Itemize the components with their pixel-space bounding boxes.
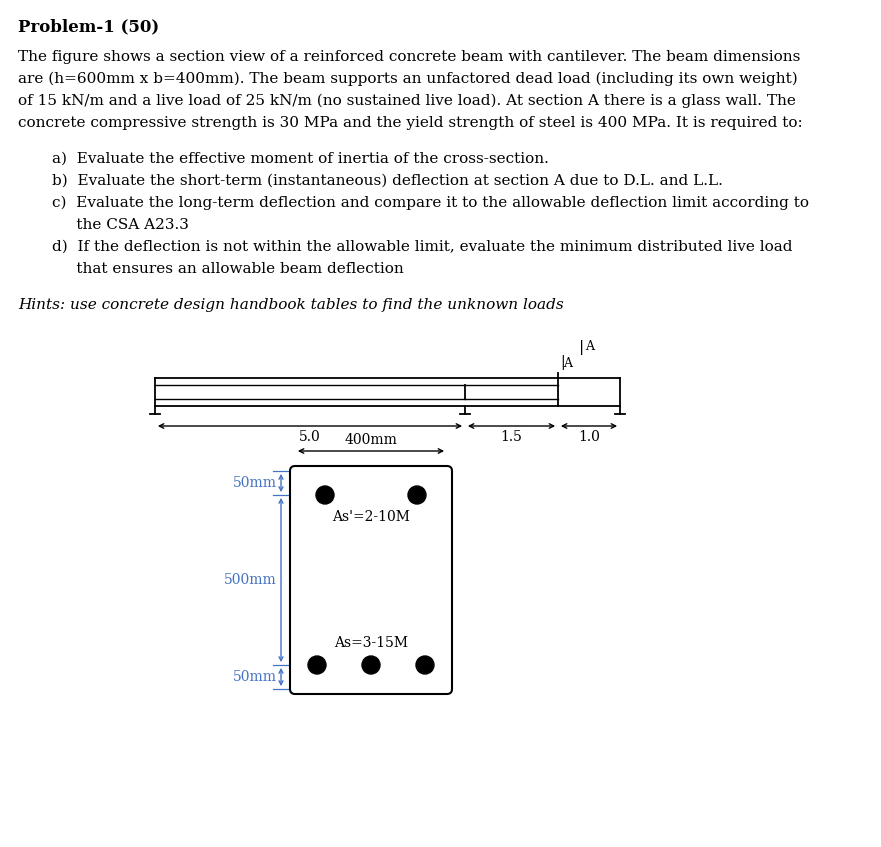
- Text: 1.0: 1.0: [578, 430, 600, 444]
- Text: 500mm: 500mm: [225, 573, 277, 587]
- Text: A: A: [563, 357, 572, 370]
- Text: the CSA A23.3: the CSA A23.3: [52, 218, 189, 232]
- Text: a)  Evaluate the effective moment of inertia of the cross-section.: a) Evaluate the effective moment of iner…: [52, 152, 549, 166]
- Text: 1.5: 1.5: [500, 430, 522, 444]
- Text: 5.0: 5.0: [300, 430, 321, 444]
- Circle shape: [416, 656, 434, 674]
- Text: that ensures an allowable beam deflection: that ensures an allowable beam deflectio…: [52, 262, 403, 276]
- Text: The figure shows a section view of a reinforced concrete beam with cantilever. T: The figure shows a section view of a rei…: [18, 50, 800, 64]
- Text: d)  If the deflection is not within the allowable limit, evaluate the minimum di: d) If the deflection is not within the a…: [52, 240, 793, 254]
- Text: b)  Evaluate the short-term (instantaneous) deflection at section A due to D.L. : b) Evaluate the short-term (instantaneou…: [52, 174, 723, 188]
- Text: A: A: [585, 340, 594, 353]
- Text: Hints: use concrete design handbook tables to find the unknown loads: Hints: use concrete design handbook tabl…: [18, 298, 564, 312]
- Text: |: |: [560, 355, 565, 370]
- Circle shape: [308, 656, 326, 674]
- Text: of 15 kN/m and a live load of 25 kN/m (no sustained live load). At section A the: of 15 kN/m and a live load of 25 kN/m (n…: [18, 94, 796, 108]
- Text: As'=2-10M: As'=2-10M: [332, 510, 410, 524]
- Text: |: |: [580, 340, 585, 355]
- Text: As=3-15M: As=3-15M: [334, 636, 408, 650]
- Text: c)  Evaluate the long-term deflection and compare it to the allowable deflection: c) Evaluate the long-term deflection and…: [52, 196, 809, 210]
- Text: concrete compressive strength is 30 MPa and the yield strength of steel is 400 M: concrete compressive strength is 30 MPa …: [18, 116, 803, 130]
- Text: 400mm: 400mm: [344, 433, 397, 447]
- Circle shape: [316, 486, 334, 504]
- Circle shape: [362, 656, 380, 674]
- Text: 50mm: 50mm: [233, 476, 277, 490]
- Text: 50mm: 50mm: [233, 670, 277, 684]
- Circle shape: [408, 486, 426, 504]
- FancyBboxPatch shape: [290, 466, 452, 694]
- Text: are (h=600mm x b=400mm). The beam supports an unfactored dead load (including it: are (h=600mm x b=400mm). The beam suppor…: [18, 72, 798, 86]
- Text: Problem-1 (50): Problem-1 (50): [18, 18, 159, 35]
